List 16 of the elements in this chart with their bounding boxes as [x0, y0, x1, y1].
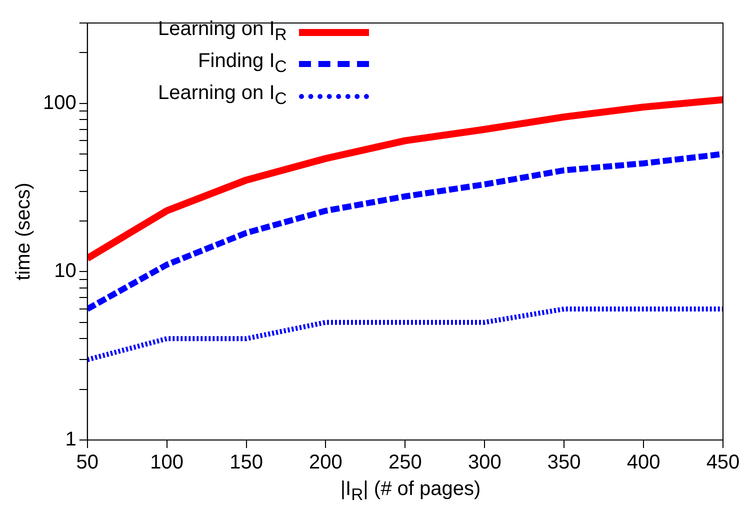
legend-label: Finding I$_{C}$	[198, 49, 287, 78]
x-tick-label: 150	[230, 452, 263, 474]
x-tick-label: 350	[547, 452, 581, 474]
x-tick-label: 400	[626, 452, 660, 474]
x-tick-label: 50	[76, 452, 98, 474]
y-axis-title: time (secs)	[12, 182, 35, 280]
x-axis-title: |I$_{R}$| (# of pages)	[339, 478, 482, 505]
x-tick-label: 200	[309, 452, 342, 474]
x-tick-label: 450	[706, 452, 740, 474]
x-tick-label: 300	[468, 452, 502, 474]
legend-label: Learning on I$_{C}$	[158, 81, 287, 110]
y-tick-label: 10	[54, 260, 76, 282]
y-tick-label: 100	[42, 92, 76, 114]
y-tick-label: 1	[65, 428, 76, 451]
x-tick-label: 100	[150, 452, 184, 474]
x-tick-label: 250	[388, 452, 422, 474]
